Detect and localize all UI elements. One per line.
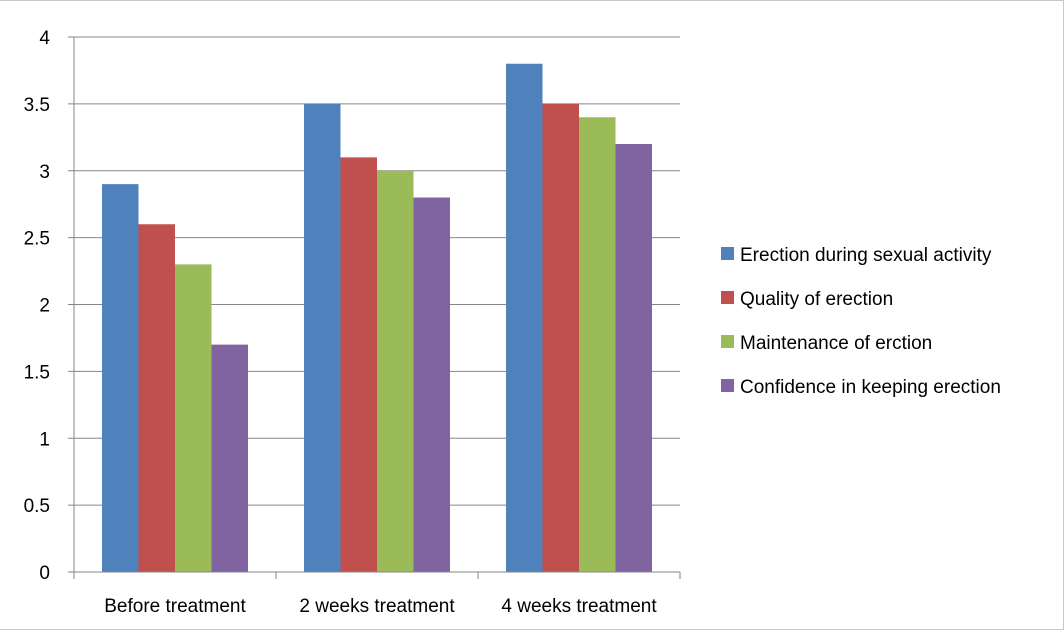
bar-3-1 <box>175 264 212 572</box>
axes: 0 0.5 1 1.5 2 2.5 3 3.5 4 Before treatment 2 weeks… <box>24 28 681 617</box>
legend-swatch <box>721 291 734 304</box>
bar-4-1 <box>211 344 248 572</box>
y-tick-label: 3 <box>39 162 50 183</box>
y-tick-label: 4 <box>39 28 50 49</box>
y-tick-label: 0 <box>39 563 50 584</box>
x-category-label: 2 weeks treatment <box>299 596 455 617</box>
y-tick-label: 0.5 <box>24 496 50 517</box>
bar-4-3 <box>615 144 652 572</box>
bars <box>102 63 652 572</box>
legend: Erection during sexual activity Quality o… <box>721 245 1001 398</box>
legend-label: Confidence in keeping erection <box>740 377 1001 398</box>
legend-swatch <box>721 247 734 260</box>
bar-3-3 <box>579 117 616 572</box>
bar-3-2 <box>377 170 414 572</box>
bar-2-2 <box>340 157 377 572</box>
bar-2-1 <box>138 224 175 572</box>
bar-1-3 <box>506 63 543 572</box>
legend-label: Quality of erection <box>740 289 893 310</box>
legend-label: Maintenance of erction <box>740 333 932 354</box>
x-category-label: Before treatment <box>104 596 246 617</box>
y-tick-label: 2 <box>39 296 50 317</box>
legend-swatch <box>721 379 734 392</box>
y-tick-label: 1 <box>39 429 50 450</box>
bar-4-2 <box>413 197 450 572</box>
x-category-label: 4 weeks treatment <box>501 596 657 617</box>
legend-label: Erection during sexual activity <box>740 245 992 266</box>
bar-2-3 <box>542 103 579 572</box>
y-tick-label: 3.5 <box>24 95 50 116</box>
bar-1-1 <box>102 184 139 572</box>
bar-1-2 <box>304 103 341 572</box>
y-tick-label: 1.5 <box>24 362 50 383</box>
y-tick-label: 2.5 <box>24 229 50 250</box>
legend-swatch <box>721 335 734 348</box>
